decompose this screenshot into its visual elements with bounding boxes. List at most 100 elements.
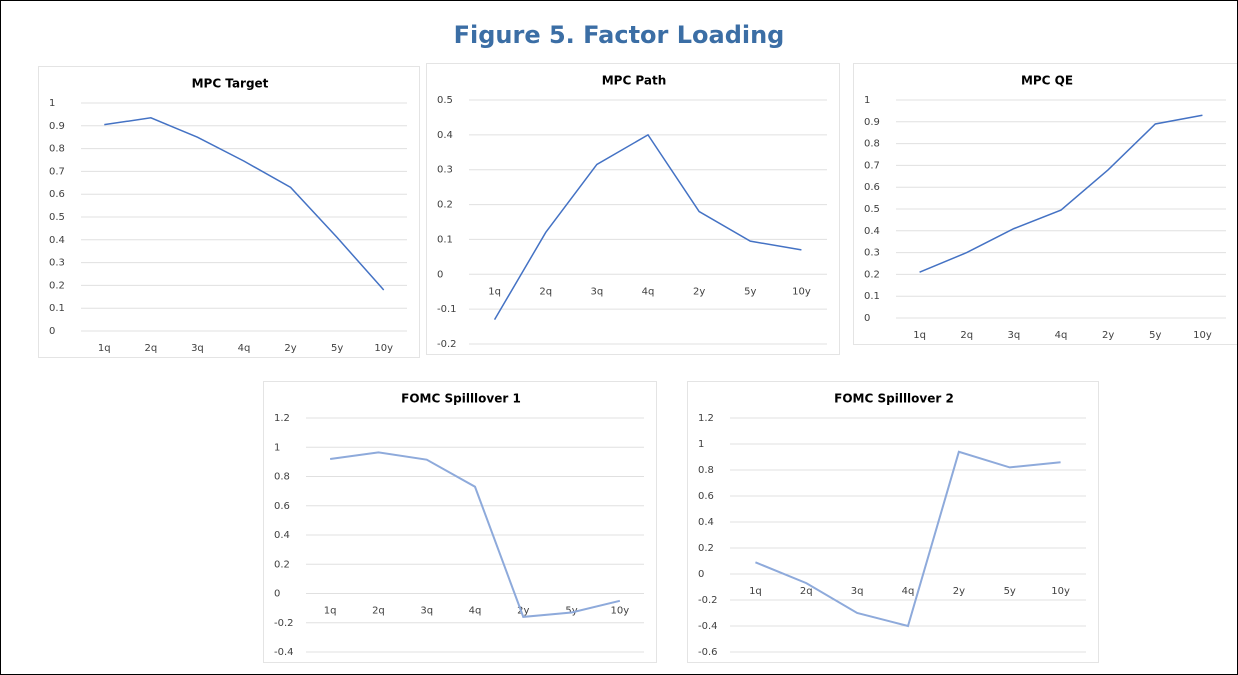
- x-tick-label: 3q: [851, 586, 864, 597]
- y-tick-label: 0.4: [49, 235, 65, 246]
- chart-title: FOMC Spilllover 1: [401, 392, 521, 406]
- y-tick-label: 0.3: [49, 258, 65, 269]
- line: [104, 117, 385, 291]
- x-tick-label: 5y: [1004, 586, 1016, 597]
- y-tick-label: -0.2: [437, 339, 457, 350]
- y-tick-label: 1: [864, 95, 870, 106]
- y-tick-label: 1.2: [698, 413, 714, 424]
- y-tick-label: 0.4: [437, 130, 453, 141]
- chart: MPC QE 0 0.1 0.2 0.3 0.4 0.5 0.6 0.7 0.8 0.9 1 1q 2q 3…: [853, 63, 1237, 345]
- x-tick-label: 1q: [749, 586, 762, 597]
- y-tick-label: 0.2: [698, 543, 714, 554]
- x-tick-label: 4q: [1055, 330, 1068, 341]
- x-tick-label: 2y: [953, 586, 965, 597]
- y-tick-label: 0.2: [274, 559, 290, 570]
- y-tick-label: 0: [864, 313, 870, 324]
- y-tick-label: 0.5: [49, 212, 65, 223]
- line: [755, 450, 1061, 628]
- y-tick-label: 0.6: [864, 182, 880, 193]
- chart: FOMC Spilllover 2 -0.6 -0.4 -0.2 0 0.2 0.4 0.6 0…: [687, 381, 1099, 663]
- chart-title: MPC Path: [602, 74, 667, 88]
- y-tick-label: -0.2: [698, 595, 718, 606]
- x-tick-label: 4q: [469, 606, 482, 617]
- y-tick-label: 0.5: [437, 95, 453, 106]
- y-tick-label: 0.1: [49, 303, 65, 314]
- x-tick-label: 2y: [1102, 330, 1114, 341]
- line: [493, 133, 802, 320]
- y-tick-label: 0: [437, 269, 443, 280]
- x-tick-label: 3q: [420, 606, 433, 617]
- x-tick-label: 5y: [565, 606, 577, 617]
- line: [330, 451, 621, 618]
- y-tick-label: 0.3: [437, 165, 453, 176]
- x-tick-label: 3q: [590, 286, 603, 297]
- x-tick-label: 4q: [238, 343, 251, 354]
- x-tick-label: 5y: [1149, 330, 1161, 341]
- y-tick-label: 0.4: [864, 226, 880, 237]
- y-tick-label: -0.2: [274, 618, 294, 629]
- y-tick-label: 0.9: [49, 121, 65, 132]
- chart-title: MPC QE: [1021, 74, 1073, 88]
- chart-title: FOMC Spilllover 2: [834, 392, 954, 406]
- y-tick-label: 0.9: [864, 117, 880, 128]
- x-tick-label: 2q: [960, 330, 973, 341]
- y-tick-label: 0.2: [49, 280, 65, 291]
- x-tick-label: 10y: [1193, 330, 1212, 341]
- x-tick-label: 3q: [1007, 330, 1020, 341]
- y-tick-label: 0.8: [274, 472, 290, 483]
- chart: MPC Path -0.2 -0.1 0 0.1 0.2 0.3 0.4 0.5 1q 2q 3q 4q…: [426, 63, 840, 355]
- x-tick-label: 1q: [488, 286, 501, 297]
- x-tick-label: 2q: [800, 586, 813, 597]
- y-tick-label: 1: [698, 439, 704, 450]
- x-tick-label: 2q: [372, 606, 385, 617]
- x-tick-label: 10y: [611, 606, 630, 617]
- x-tick-label: 2q: [539, 286, 552, 297]
- x-tick-label: 3q: [191, 343, 204, 354]
- chart: FOMC Spilllover 1 -0.4 -0.2 0 0.2 0.4 0.6 0.8 1 1…: [263, 381, 657, 663]
- chart: MPC Target 0 0.1 0.2 0.3 0.4 0.5 0.6 0.7 0.8 0.9 1 1…: [38, 66, 420, 358]
- x-tick-label: 4q: [642, 286, 655, 297]
- y-tick-label: 0.7: [864, 160, 880, 171]
- y-tick-label: 0.4: [274, 530, 290, 541]
- y-tick-label: -0.4: [698, 621, 718, 632]
- y-tick-label: 0: [49, 326, 55, 337]
- x-tick-label: 10y: [1051, 586, 1070, 597]
- y-tick-label: 0.8: [698, 465, 714, 476]
- x-tick-label: 2y: [284, 343, 296, 354]
- y-tick-label: -0.1: [437, 304, 457, 315]
- x-tick-label: 1q: [913, 330, 926, 341]
- y-tick-label: -0.4: [274, 647, 294, 658]
- y-tick-label: 0.7: [49, 166, 65, 177]
- x-tick-label: 5y: [744, 286, 756, 297]
- y-tick-label: 0.8: [864, 139, 880, 150]
- y-tick-label: 0.5: [864, 204, 880, 215]
- y-tick-label: 0.6: [49, 189, 65, 200]
- y-tick-label: 0.8: [49, 144, 65, 155]
- x-tick-label: 10y: [374, 343, 393, 354]
- y-tick-label: 1: [274, 442, 280, 453]
- x-tick-label: 1q: [324, 606, 337, 617]
- y-tick-label: 0: [698, 569, 704, 580]
- x-tick-label: 2y: [517, 606, 529, 617]
- y-tick-label: 0.1: [437, 234, 453, 245]
- y-tick-label: 0.2: [864, 269, 880, 280]
- figure-title: Figure 5. Factor Loading: [453, 21, 785, 49]
- y-tick-label: 0: [274, 589, 280, 600]
- y-tick-label: 0.1: [864, 291, 880, 302]
- line: [919, 114, 1203, 273]
- x-tick-label: 10y: [792, 286, 811, 297]
- y-tick-label: 0.3: [864, 248, 880, 259]
- x-tick-label: 4q: [902, 586, 915, 597]
- x-tick-label: 2y: [693, 286, 705, 297]
- x-tick-label: 2q: [144, 343, 157, 354]
- y-tick-label: 1.2: [274, 413, 290, 424]
- y-tick-label: 0.6: [698, 491, 714, 502]
- y-tick-label: 0.2: [437, 200, 453, 211]
- x-tick-label: 1q: [98, 343, 111, 354]
- chart-title: MPC Target: [192, 77, 269, 91]
- y-tick-label: 0.6: [274, 501, 290, 512]
- y-tick-label: 0.4: [698, 517, 714, 528]
- y-tick-label: -0.6: [698, 647, 718, 658]
- x-tick-label: 5y: [331, 343, 343, 354]
